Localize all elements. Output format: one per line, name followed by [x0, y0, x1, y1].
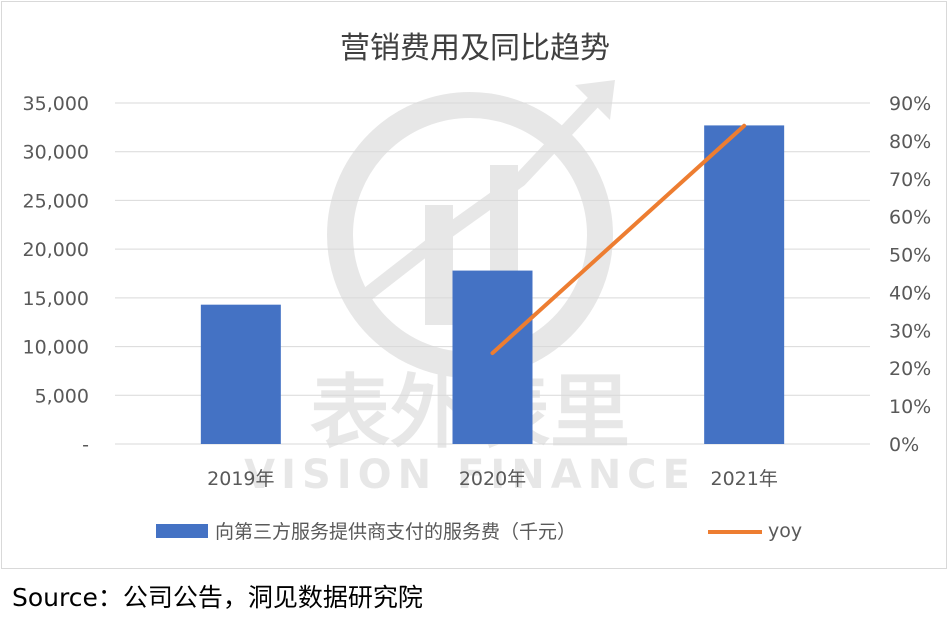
left-tick-label: -	[82, 434, 89, 456]
left-tick-label: 35,000	[23, 93, 89, 115]
watermark-en: VISION FINANCE	[244, 452, 696, 498]
yoy-line	[490, 123, 747, 356]
x-tick-label: 2020年	[459, 468, 526, 490]
left-axis: - 5,000 10,000 15,000 20,000 25,000 30,000 35,0…	[23, 93, 89, 456]
right-tick-label: 10%	[889, 396, 931, 418]
line-series	[490, 123, 747, 356]
left-tick-label: 25,000	[23, 190, 89, 212]
right-tick-label: 60%	[889, 207, 931, 229]
left-tick-label: 15,000	[23, 288, 89, 310]
right-tick-label: 90%	[889, 93, 931, 115]
right-tick-label: 30%	[889, 320, 931, 342]
left-tick-label: 10,000	[23, 337, 89, 359]
legend-bar-label: 向第三方服务提供商支付的服务费（千元）	[215, 521, 576, 543]
x-axis: 2019年 2020年 2021年	[207, 468, 778, 490]
right-tick-label: 80%	[889, 131, 931, 153]
left-tick-label: 5,000	[35, 385, 89, 407]
x-tick-label: 2019年	[207, 468, 274, 490]
legend: 向第三方服务提供商支付的服务费（千元） yoy	[156, 520, 802, 543]
bar-series	[200, 125, 785, 444]
right-tick-label: 50%	[889, 245, 931, 267]
legend-bar-swatch	[156, 524, 208, 538]
x-tick-label: 2021年	[710, 468, 777, 490]
left-tick-label: 30,000	[23, 142, 89, 164]
bar	[452, 270, 533, 444]
right-axis: 0% 10% 20% 30% 40% 50% 60% 70% 80% 90%	[889, 93, 931, 456]
right-tick-label: 40%	[889, 282, 931, 304]
source-note: Source：公司公告，洞见数据研究院	[12, 583, 423, 612]
right-tick-label: 70%	[889, 169, 931, 191]
bar	[704, 125, 785, 444]
right-tick-label: 20%	[889, 358, 931, 380]
legend-line-label: yoy	[768, 520, 802, 542]
chart-title: 营销费用及同比趋势	[340, 31, 610, 66]
left-tick-label: 20,000	[23, 239, 89, 261]
right-tick-label: 0%	[889, 434, 919, 456]
bar	[200, 304, 281, 444]
